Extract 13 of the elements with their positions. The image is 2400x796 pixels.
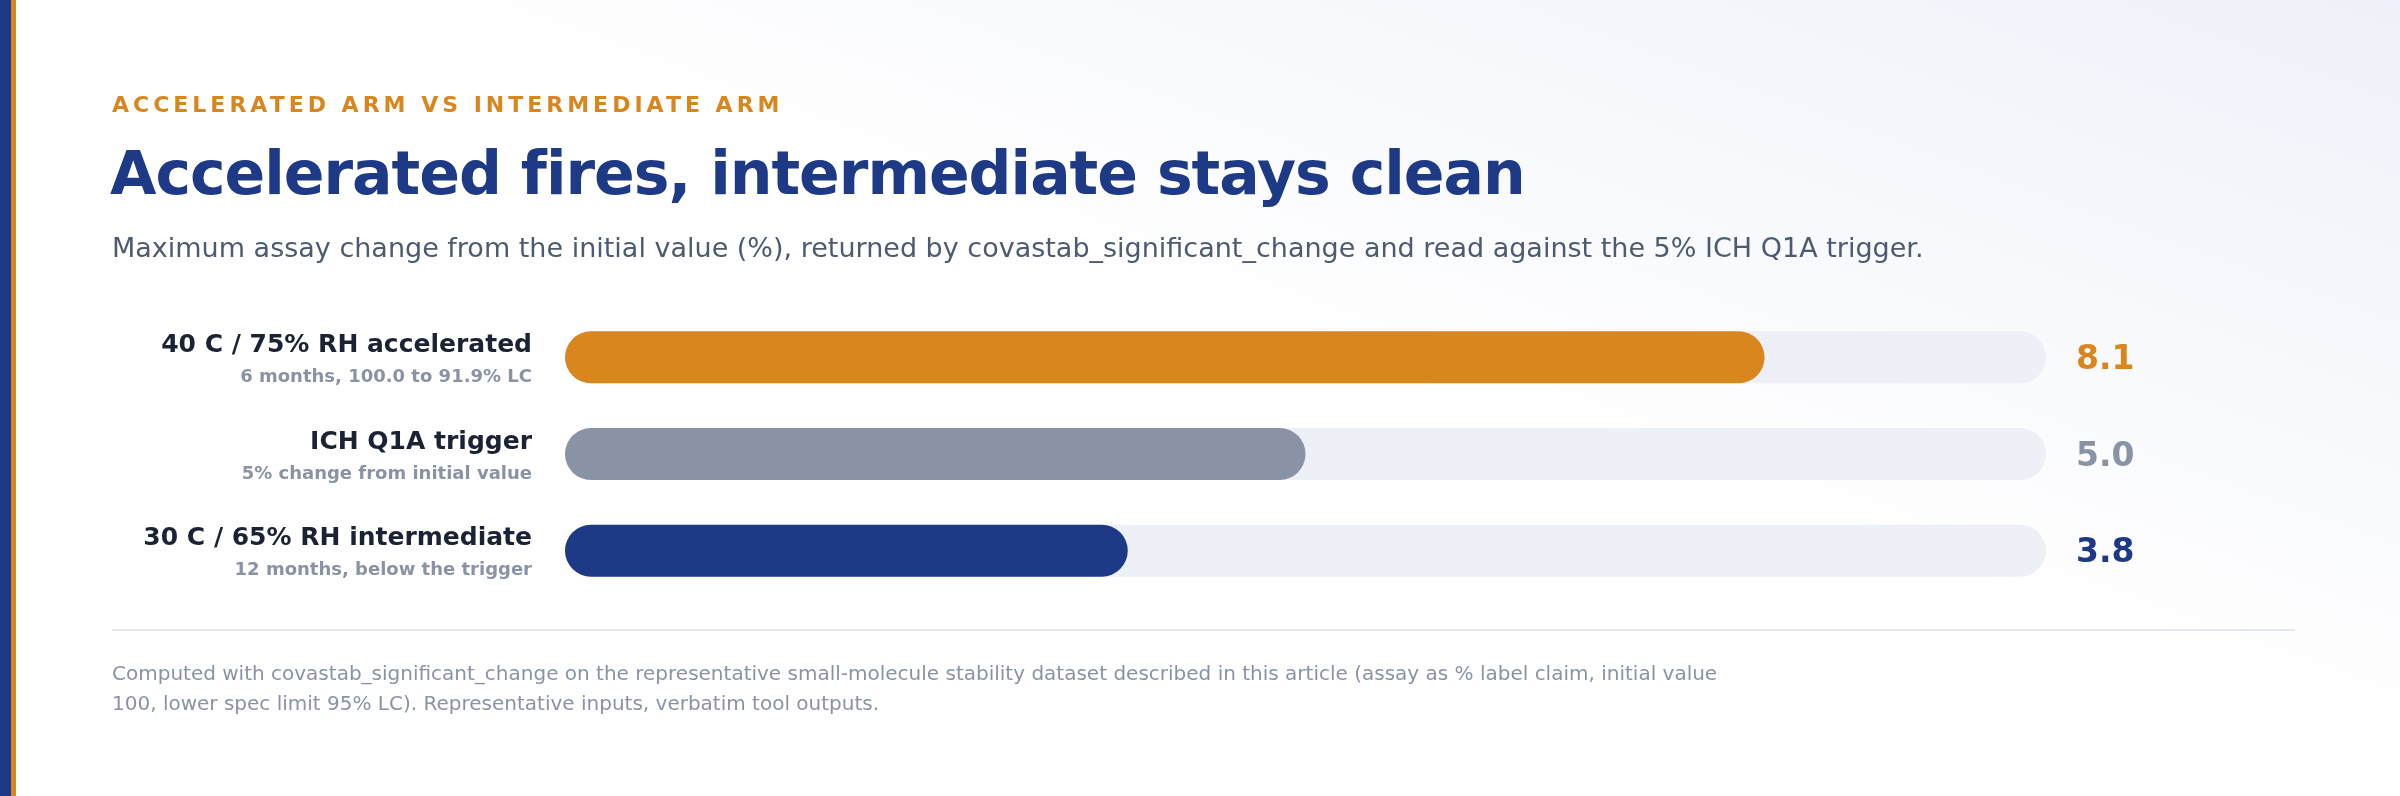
chart-subtitle: Maximum assay change from the initial value (%), returned by covastab_significant_change and read against the 5% ICH Q1A trigger. — [112, 232, 1924, 263]
y-tick-label: 40 C / 75% RH accelerated — [161, 328, 532, 358]
data-label: 8.1 — [2076, 337, 2135, 377]
text: 12 months, below the trigger — [234, 558, 533, 580]
y-tick-label: ICH Q1A trigger — [310, 425, 533, 455]
text: 5% change from initial value — [241, 461, 532, 483]
text: Computed with covastab_significant_change on the representative small-molecule stability dataset described in this article (assay as % label claim, initial value 100, lower spec limit 95% LC). Representative inputs, verbatim tool outputs. — [112, 660, 1719, 717]
data-label: 3.8 — [2076, 531, 2135, 571]
data-label: 5.0 — [2076, 434, 2135, 474]
text: ACCELERATED ARM VS INTERMEDIATE ARM — [112, 92, 784, 117]
y-tick-label: 30 C / 65% RH intermediate — [143, 522, 532, 552]
text: 6 months, 100.0 to 91.9% LC — [240, 364, 532, 386]
chart-title: Accelerated fires, intermediate stays clean — [110, 138, 1525, 208]
